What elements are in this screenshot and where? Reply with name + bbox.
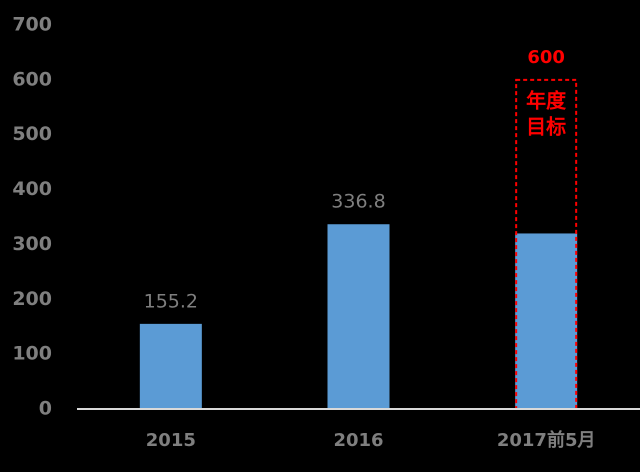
target-label: 目标 <box>526 114 566 138</box>
target-value-label: 600 <box>527 47 565 68</box>
x-tick-label: 2017前5月 <box>497 429 596 451</box>
bar <box>139 323 202 409</box>
x-tick-label: 2016 <box>333 430 383 451</box>
y-tick-label: 500 <box>12 123 52 145</box>
y-tick-label: 100 <box>12 343 52 365</box>
value-label: 336.8 <box>331 191 385 213</box>
target-box <box>515 78 578 410</box>
y-tick-label: 400 <box>12 178 52 200</box>
value-label: 155.2 <box>144 290 198 312</box>
bar <box>515 233 578 409</box>
y-tick-label: 600 <box>12 68 52 90</box>
bar <box>327 224 390 409</box>
y-tick-label: 700 <box>12 14 52 36</box>
y-tick-label: 300 <box>12 233 52 255</box>
y-tick-label: 0 <box>39 398 52 420</box>
target-label: 年度 <box>526 88 567 112</box>
x-tick-label: 2015 <box>146 430 196 451</box>
y-tick-label: 200 <box>12 288 52 310</box>
